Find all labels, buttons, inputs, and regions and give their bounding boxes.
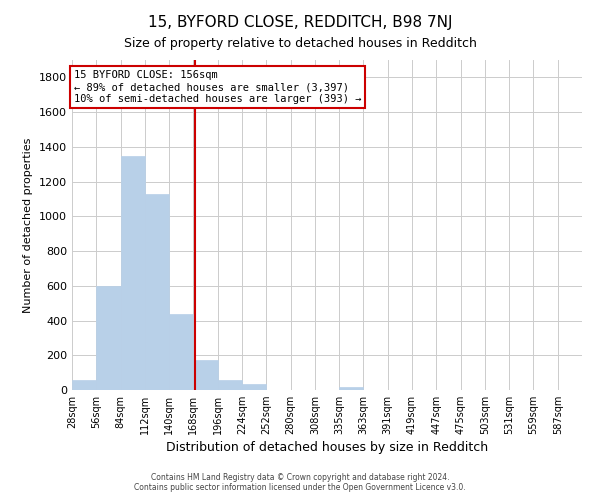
Text: 15, BYFORD CLOSE, REDDITCH, B98 7NJ: 15, BYFORD CLOSE, REDDITCH, B98 7NJ <box>148 15 452 30</box>
Bar <box>218 380 242 390</box>
Bar <box>72 380 96 390</box>
Text: 15 BYFORD CLOSE: 156sqm
← 89% of detached houses are smaller (3,397)
10% of semi: 15 BYFORD CLOSE: 156sqm ← 89% of detache… <box>74 70 361 104</box>
Bar <box>96 286 121 390</box>
Bar <box>169 314 193 390</box>
Y-axis label: Number of detached properties: Number of detached properties <box>23 138 34 312</box>
Bar <box>145 194 169 390</box>
Text: Contains HM Land Registry data © Crown copyright and database right 2024.
Contai: Contains HM Land Registry data © Crown c… <box>134 473 466 492</box>
Bar <box>121 156 145 390</box>
Bar <box>193 360 218 390</box>
X-axis label: Distribution of detached houses by size in Redditch: Distribution of detached houses by size … <box>166 442 488 454</box>
Bar <box>339 386 364 390</box>
Text: Size of property relative to detached houses in Redditch: Size of property relative to detached ho… <box>124 38 476 51</box>
Bar <box>242 384 266 390</box>
